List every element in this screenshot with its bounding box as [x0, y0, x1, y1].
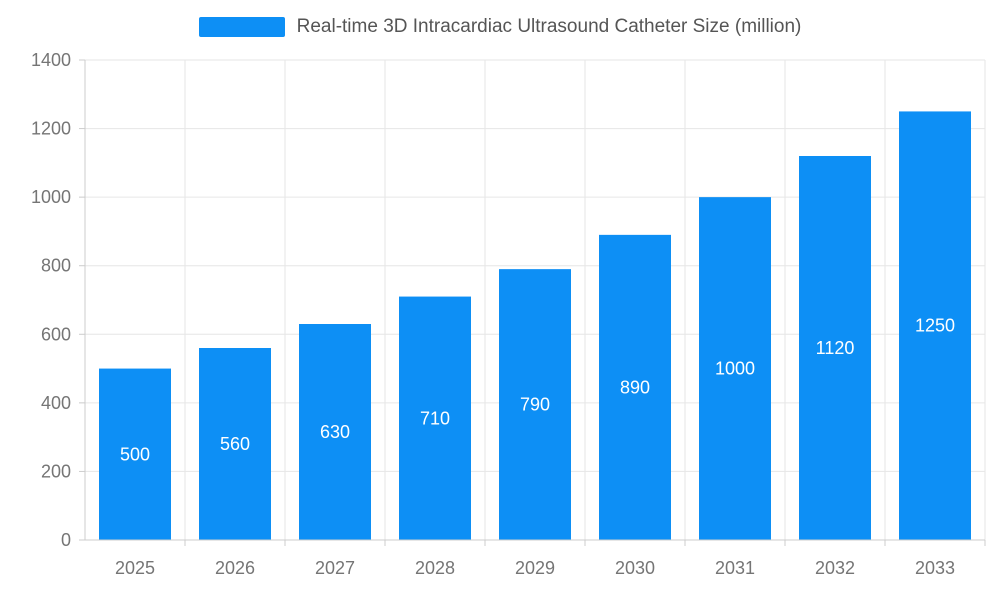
- bar-2030[interactable]: [599, 234, 671, 540]
- bar-value-label: 1000: [715, 359, 755, 379]
- x-axis-tick-label: 2029: [515, 558, 555, 578]
- x-axis-tick-label: 2026: [215, 558, 255, 578]
- bar-2028[interactable]: [399, 296, 471, 540]
- x-axis-tick-label: 2025: [115, 558, 155, 578]
- legend-swatch-icon: [198, 17, 285, 37]
- bar-value-label: 790: [520, 395, 550, 415]
- x-axis-tick-label: 2028: [415, 558, 455, 578]
- x-axis-tick-label: 2030: [615, 558, 655, 578]
- y-axis-tick-label: 400: [41, 393, 71, 413]
- bar-value-label: 500: [120, 444, 150, 464]
- bar-value-label: 890: [620, 377, 650, 397]
- x-axis-tick-label: 2033: [915, 558, 955, 578]
- bar-2033[interactable]: [899, 111, 971, 540]
- y-axis-tick-label: 1200: [31, 119, 71, 139]
- bar-value-label: 1120: [816, 338, 855, 358]
- y-axis-tick-label: 800: [41, 256, 71, 276]
- x-axis-tick-label: 2031: [715, 558, 755, 578]
- y-axis-tick-label: 600: [41, 324, 71, 344]
- bar-2031[interactable]: [699, 197, 771, 540]
- y-axis-tick-label: 1400: [31, 50, 71, 70]
- bar-2027[interactable]: [299, 324, 371, 540]
- x-axis-tick-label: 2032: [815, 558, 855, 578]
- bar-value-label: 710: [420, 408, 450, 428]
- bar-2026[interactable]: [199, 348, 271, 540]
- y-axis-tick-label: 1000: [31, 187, 71, 207]
- bar-2025[interactable]: [99, 368, 171, 540]
- bar-value-label: 560: [220, 434, 250, 454]
- legend-label: Real-time 3D Intracardiac Ultrasound Cat…: [296, 16, 802, 37]
- bar-value-label: 1250: [915, 316, 955, 336]
- bar-2032[interactable]: [799, 156, 871, 540]
- x-axis-tick-label: 2027: [315, 558, 355, 578]
- y-axis-tick-label: 200: [41, 461, 71, 481]
- chart-legend[interactable]: Real-time 3D Intracardiac Ultrasound Cat…: [0, 16, 1000, 38]
- bar-2029[interactable]: [499, 269, 571, 540]
- y-axis-tick-label: 0: [61, 530, 71, 550]
- bar-value-label: 630: [320, 422, 350, 442]
